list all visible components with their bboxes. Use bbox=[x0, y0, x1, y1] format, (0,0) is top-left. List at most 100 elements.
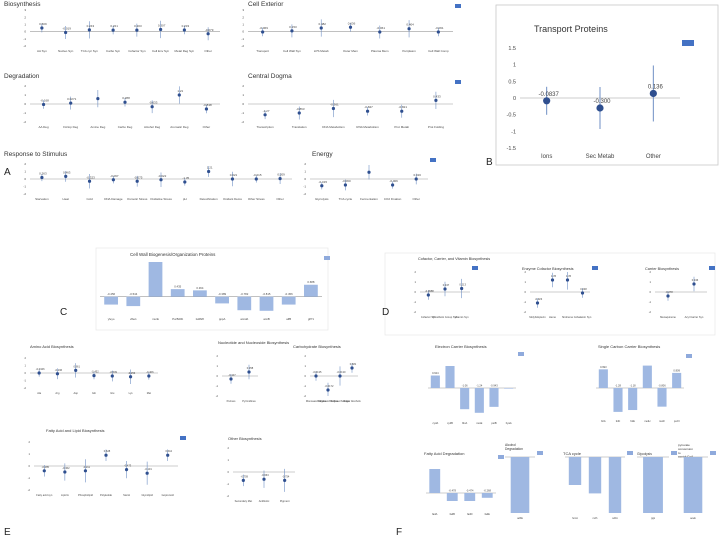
x-tick-label: Gln bbox=[92, 391, 97, 395]
data-point bbox=[348, 25, 353, 29]
data-point bbox=[92, 374, 96, 378]
data-point bbox=[290, 29, 294, 33]
x-tick-label: Monosaccharides bbox=[306, 399, 327, 403]
y-tick-label: 1 bbox=[304, 170, 306, 174]
data-point bbox=[150, 105, 154, 109]
x-tick-label: Prosthetic Group Syn bbox=[433, 315, 458, 319]
x-tick-label: fadE bbox=[485, 512, 491, 516]
y-tick-label: 1 bbox=[650, 280, 652, 284]
x-tick-label: fdxA bbox=[462, 421, 467, 425]
chart-degradation: Degradation 2 1 0 -1 -2 -0.168 AA Deg 0.0271 FA/L… bbox=[4, 73, 220, 129]
chart-nucleotide_nucleoside: Nucleotide and Nucleoside Biosynthesis 2 1… bbox=[216, 340, 289, 403]
data-point bbox=[110, 374, 114, 378]
y-tick-label: 1 bbox=[305, 364, 307, 368]
x-tick-label: Outer Mem bbox=[343, 49, 359, 53]
x-tick-label: lsd82ft bbox=[196, 317, 204, 321]
x-tick-label: pH bbox=[183, 197, 187, 201]
data-point bbox=[37, 371, 41, 375]
data-point bbox=[111, 28, 115, 32]
y-tick-label: 2 bbox=[650, 270, 652, 274]
x-tick-label: Metal Reg Syn bbox=[175, 49, 195, 53]
data-point bbox=[443, 287, 447, 291]
data-label: -0.006 bbox=[389, 179, 398, 183]
data-point bbox=[365, 109, 370, 113]
data-label: 0.347 bbox=[443, 283, 450, 287]
x-tick-label: Prot Folding bbox=[428, 125, 445, 129]
data-label: -0.389 bbox=[218, 292, 226, 296]
x-tick-label: glf71 bbox=[308, 317, 315, 321]
y-tick-label: 1 bbox=[525, 280, 527, 284]
x-tick-label: Other bbox=[203, 125, 211, 129]
x-tick-label: Asp bbox=[73, 391, 78, 395]
data-point bbox=[666, 294, 670, 298]
data-point bbox=[550, 278, 555, 282]
data-point bbox=[391, 183, 395, 187]
bar bbox=[672, 372, 682, 388]
chart-title: Enzyme Cofactor Biosynthesis bbox=[522, 267, 574, 271]
data-label: -0.015 bbox=[253, 173, 262, 177]
data-label: -0.0837 bbox=[538, 92, 559, 98]
data-label: -0.101 bbox=[144, 467, 152, 471]
legend-swatch bbox=[710, 451, 716, 455]
x-tick-label: Heat bbox=[63, 197, 70, 201]
data-point bbox=[263, 113, 267, 117]
x-tick-label: Antibiotic bbox=[259, 499, 270, 503]
data-point bbox=[87, 28, 91, 32]
bar bbox=[446, 493, 458, 501]
data-label: -0.863 bbox=[296, 107, 305, 111]
data-point bbox=[565, 278, 570, 282]
chart-title: Cell Wall Biogenesis/Organization Protei… bbox=[130, 252, 216, 257]
data-point bbox=[182, 28, 186, 32]
data-label: -0.361 bbox=[330, 103, 339, 107]
y-tick-label: -2 bbox=[23, 120, 26, 124]
x-tick-label: purN bbox=[674, 419, 680, 423]
y-tick-label: 2 bbox=[24, 84, 26, 88]
chart-title: Response to Stimulus bbox=[4, 151, 68, 158]
panel-letter-d: D bbox=[382, 307, 389, 318]
data-label: -0.815 bbox=[263, 292, 271, 296]
x-tick-label: Lys bbox=[129, 391, 134, 395]
data-label: 0.628 bbox=[104, 449, 111, 453]
x-tick-label: Other bbox=[646, 154, 661, 160]
data-label: -0.211 bbox=[83, 465, 91, 469]
data-point bbox=[278, 177, 282, 181]
data-point bbox=[436, 30, 440, 34]
x-tick-label: pgk bbox=[651, 517, 656, 520]
data-point bbox=[338, 374, 342, 378]
data-point bbox=[55, 372, 60, 376]
bar bbox=[429, 469, 441, 493]
x-tick-label: amidA bbox=[240, 317, 248, 321]
data-label: -0.821 bbox=[398, 105, 407, 109]
data-label: 0.213 bbox=[459, 283, 466, 287]
data-label: -0.0346 bbox=[36, 367, 45, 371]
bar bbox=[568, 457, 582, 485]
x-tick-label: Arg bbox=[55, 391, 60, 395]
y-tick-label: 0 bbox=[29, 464, 31, 468]
x-tick-label: Sec Metab bbox=[586, 154, 615, 160]
data-label: 0.288 bbox=[122, 96, 130, 100]
x-tick-label: Oligosaccharides bbox=[318, 399, 339, 403]
data-label: 0.153 bbox=[289, 25, 297, 29]
data-label: 0.307 bbox=[158, 23, 166, 27]
chart-title: Biosynthesis bbox=[4, 1, 41, 8]
x-tick-label: Heme bbox=[549, 315, 556, 319]
chart-title-line: conversion bbox=[678, 447, 693, 451]
y-tick-label: 0 bbox=[304, 177, 306, 181]
x-tick-label: Menaquinone bbox=[660, 315, 676, 319]
bar bbox=[481, 493, 493, 498]
data-label: -0.782 bbox=[240, 292, 248, 296]
bar bbox=[657, 388, 667, 407]
y-tick-label: 1 bbox=[29, 452, 31, 456]
x-tick-label: DNA Metabolism bbox=[322, 125, 345, 129]
data-point bbox=[183, 180, 187, 184]
data-label: -0.168 bbox=[40, 98, 49, 102]
x-tick-label: Oxidative Stress bbox=[150, 197, 172, 201]
chart-fatty_acid_lipid_biosynthesis: Fatty Acid and Lipid Biosynthesis 2 1 0 -1 -2… bbox=[28, 428, 186, 497]
x-tick-label: Prot Metab bbox=[394, 125, 409, 129]
y-tick-label: 0 bbox=[650, 290, 652, 294]
data-label: 0.203 bbox=[134, 24, 142, 28]
data-point bbox=[159, 178, 163, 182]
x-tick-label: Carbo Syn bbox=[106, 49, 121, 53]
x-tick-label: Nucleo Syn bbox=[58, 49, 74, 53]
